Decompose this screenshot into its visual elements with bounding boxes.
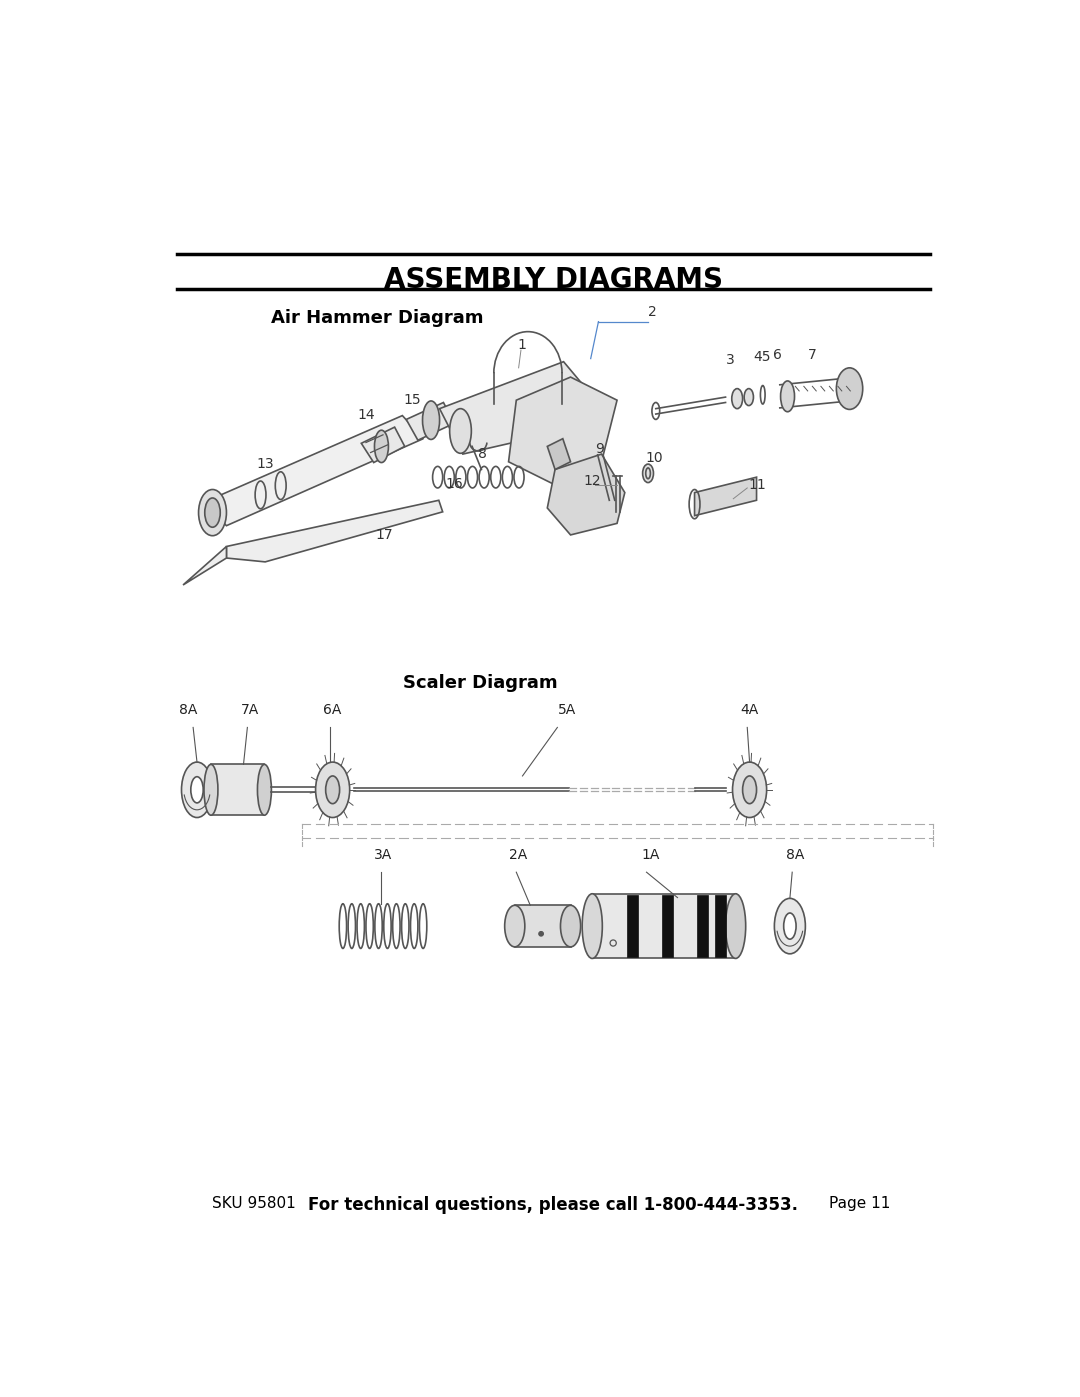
Ellipse shape <box>181 763 213 817</box>
Text: 11: 11 <box>748 478 767 492</box>
Text: 13: 13 <box>257 457 274 471</box>
Text: 12: 12 <box>583 474 600 488</box>
Polygon shape <box>697 895 707 957</box>
Ellipse shape <box>315 763 350 817</box>
Text: 3A: 3A <box>374 848 392 862</box>
Text: 7: 7 <box>808 348 816 362</box>
Ellipse shape <box>836 367 863 409</box>
Text: 6: 6 <box>773 348 782 362</box>
Text: For technical questions, please call 1-800-444-3353.: For technical questions, please call 1-8… <box>309 1196 798 1214</box>
Text: 17: 17 <box>375 528 393 542</box>
Polygon shape <box>406 402 455 440</box>
Text: ASSEMBLY DIAGRAMS: ASSEMBLY DIAGRAMS <box>384 267 723 295</box>
Ellipse shape <box>582 894 603 958</box>
Polygon shape <box>662 895 673 957</box>
Polygon shape <box>548 439 570 469</box>
Text: 45: 45 <box>754 349 771 363</box>
Ellipse shape <box>422 401 440 440</box>
Polygon shape <box>211 764 265 816</box>
Text: 5A: 5A <box>558 703 577 717</box>
Ellipse shape <box>774 898 806 954</box>
Text: 1: 1 <box>517 338 526 352</box>
Polygon shape <box>183 546 227 585</box>
Text: SKU 95801: SKU 95801 <box>213 1196 296 1211</box>
Polygon shape <box>694 478 757 515</box>
Text: 9: 9 <box>595 441 604 455</box>
Ellipse shape <box>199 489 227 535</box>
Text: Air Hammer Diagram: Air Hammer Diagram <box>271 309 483 327</box>
Polygon shape <box>715 895 726 957</box>
Polygon shape <box>227 500 443 562</box>
Ellipse shape <box>257 764 271 816</box>
Polygon shape <box>440 362 603 454</box>
Text: 10: 10 <box>645 451 662 465</box>
Ellipse shape <box>732 388 743 409</box>
Ellipse shape <box>732 763 767 817</box>
Ellipse shape <box>205 497 220 527</box>
Ellipse shape <box>504 905 525 947</box>
Text: 4A: 4A <box>741 703 759 717</box>
Text: 14: 14 <box>357 408 375 422</box>
Ellipse shape <box>726 894 745 958</box>
Polygon shape <box>548 454 625 535</box>
Text: Scaler Diagram: Scaler Diagram <box>403 675 557 693</box>
Ellipse shape <box>781 381 795 412</box>
Polygon shape <box>515 905 570 947</box>
Polygon shape <box>203 415 423 525</box>
Ellipse shape <box>191 777 203 803</box>
Text: 8A: 8A <box>786 848 805 862</box>
Ellipse shape <box>561 905 581 947</box>
Text: 2A: 2A <box>509 848 527 862</box>
Ellipse shape <box>204 764 218 816</box>
Polygon shape <box>627 895 638 957</box>
Text: 2: 2 <box>648 306 657 320</box>
Polygon shape <box>592 894 735 958</box>
Text: 3: 3 <box>726 353 734 367</box>
Text: 7A: 7A <box>241 703 259 717</box>
Text: 15: 15 <box>404 393 421 407</box>
Text: 8A: 8A <box>178 703 197 717</box>
Ellipse shape <box>744 388 754 405</box>
Polygon shape <box>362 427 405 462</box>
Text: Page 11: Page 11 <box>829 1196 891 1211</box>
Ellipse shape <box>375 430 389 462</box>
Ellipse shape <box>539 932 543 936</box>
Text: 1A: 1A <box>642 848 660 862</box>
Ellipse shape <box>643 464 653 482</box>
Polygon shape <box>509 377 617 485</box>
Ellipse shape <box>449 409 471 453</box>
Ellipse shape <box>743 775 757 803</box>
Text: 6A: 6A <box>323 703 341 717</box>
Ellipse shape <box>784 914 796 939</box>
Text: 8: 8 <box>477 447 486 461</box>
Ellipse shape <box>326 775 339 803</box>
Text: 16: 16 <box>445 476 462 490</box>
